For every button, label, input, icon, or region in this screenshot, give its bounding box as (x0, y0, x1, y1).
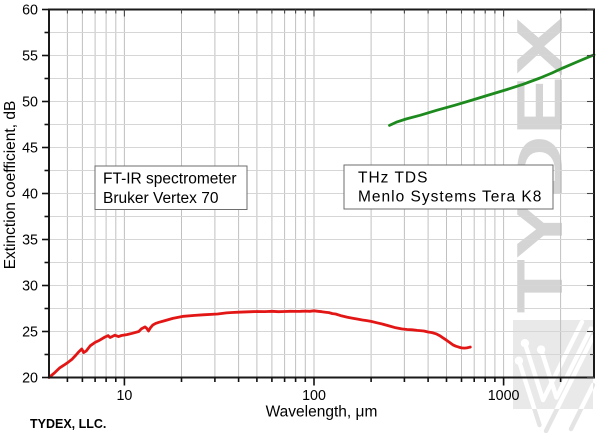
svg-text:FT-IR spectrometer: FT-IR spectrometer (103, 171, 237, 188)
svg-text:60: 60 (22, 3, 38, 19)
svg-text:10: 10 (116, 388, 132, 404)
svg-text:20: 20 (22, 371, 38, 387)
svg-text:40: 40 (22, 187, 38, 203)
svg-text:50: 50 (22, 95, 38, 111)
svg-text:25: 25 (22, 325, 38, 341)
svg-text:55: 55 (22, 49, 38, 65)
svg-text:Extinction coefficient, dB: Extinction coefficient, dB (2, 101, 19, 270)
svg-text:Wavelength, μm: Wavelength, μm (266, 403, 378, 420)
svg-text:Bruker Vertex 70: Bruker Vertex 70 (103, 190, 219, 207)
svg-text:30: 30 (22, 279, 38, 295)
svg-text:TYDEX, LLC.: TYDEX, LLC. (30, 417, 106, 431)
svg-text:100: 100 (302, 388, 326, 404)
svg-text:THz TDS: THz TDS (358, 169, 428, 186)
svg-text:35: 35 (22, 233, 38, 249)
svg-text:45: 45 (22, 141, 38, 157)
svg-text:Menlo Systems Tera K8: Menlo Systems Tera K8 (358, 188, 542, 205)
svg-text:1000: 1000 (488, 388, 520, 404)
